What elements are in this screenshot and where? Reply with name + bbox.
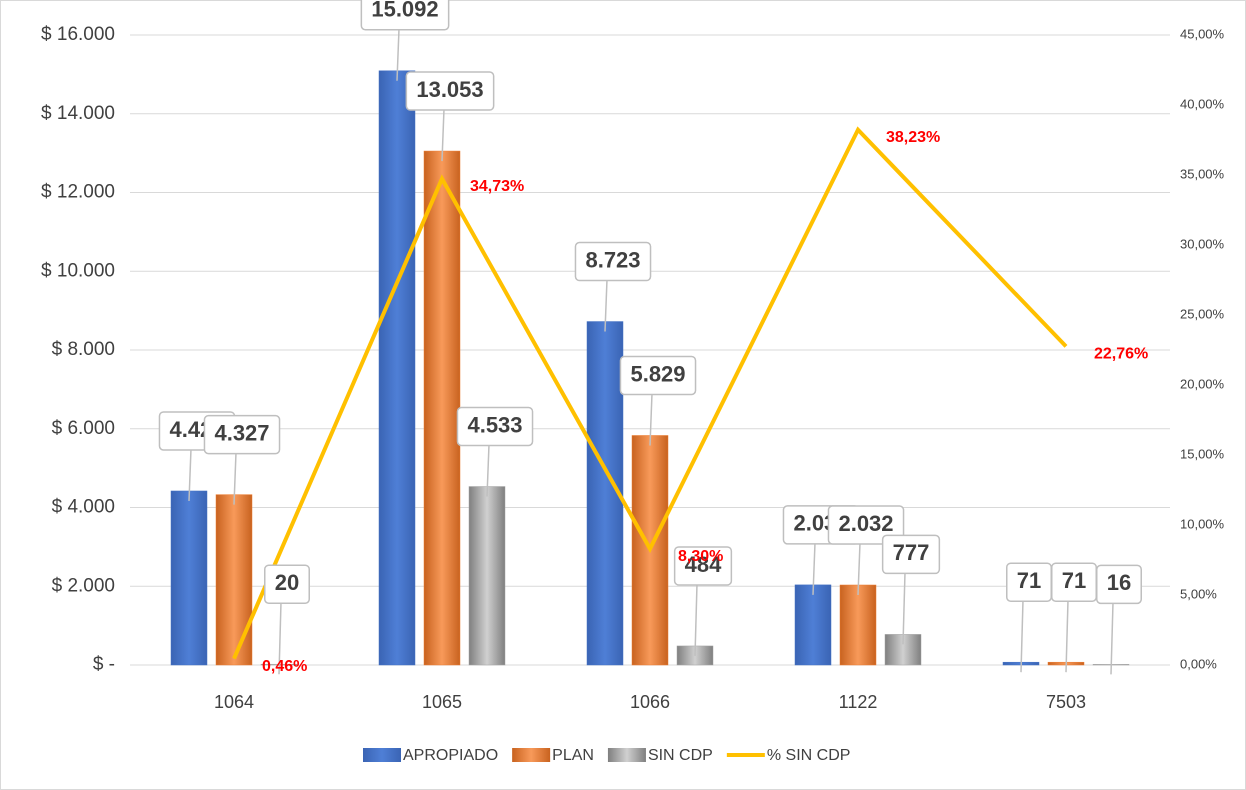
x-tick-label: 1122	[839, 692, 878, 712]
callout-pointer	[278, 602, 282, 675]
callout-box	[574, 241, 652, 282]
callout-pointer	[486, 444, 490, 497]
y2-tick-label: 0,00%	[1180, 656, 1217, 671]
legend-swatch	[512, 748, 551, 762]
callout-box	[881, 534, 941, 575]
bar	[378, 70, 416, 666]
data-label: 4.533	[467, 412, 522, 437]
bar	[170, 490, 208, 666]
bar	[794, 584, 832, 666]
data-label: 16	[1107, 570, 1131, 595]
y2-tick-label: 45,00%	[1180, 26, 1225, 41]
x-tick-label: 7503	[1046, 692, 1086, 712]
data-label: 4.327	[214, 420, 269, 445]
data-label: 484	[685, 552, 722, 577]
data-label: 8,30%	[678, 548, 723, 565]
callout-pointer	[396, 28, 400, 81]
callout-box	[619, 355, 697, 396]
y2-tick-label: 20,00%	[1180, 376, 1225, 391]
y-tick-label: $ 6.000	[52, 418, 115, 439]
y-tick-label: $ 10.000	[41, 260, 115, 281]
legend-label: SIN CDP	[648, 747, 713, 764]
callout-box	[827, 505, 905, 545]
legend-label: APROPIADO	[403, 747, 498, 764]
legend-swatch	[363, 748, 401, 762]
callout-pointer	[694, 583, 698, 656]
line	[232, 126, 1068, 660]
callout-box	[203, 414, 281, 455]
data-label: 13.053	[416, 77, 483, 102]
callout-box	[360, 0, 450, 31]
y2-tick-label: 40,00%	[1180, 96, 1225, 111]
y-tick-label: $ 12.000	[41, 182, 115, 203]
y-tick-label: $ 8.000	[52, 339, 115, 360]
x-tick-label: 1064	[214, 692, 254, 712]
x-tick-label: 1065	[422, 692, 462, 712]
callout-box	[264, 564, 310, 604]
callout-pointer	[649, 393, 653, 446]
legend-label: % SIN CDP	[767, 747, 851, 764]
callout-pointer	[1020, 600, 1024, 673]
callout-pointer	[1110, 602, 1114, 675]
data-label: 777	[893, 540, 930, 565]
callout-box	[456, 406, 534, 447]
y-tick-label: $ 16.000	[41, 24, 115, 45]
data-label: 20	[275, 570, 299, 595]
callout-pointer	[188, 448, 192, 501]
data-label: 22,76%	[1094, 346, 1148, 363]
callout-pointer	[1065, 600, 1069, 673]
callout-pointer	[857, 542, 861, 596]
legend-label: PLAN	[552, 747, 594, 764]
bar	[215, 494, 253, 666]
y-tick-label: $ 2.000	[52, 575, 115, 596]
bar	[423, 150, 461, 666]
y2-tick-label: 10,00%	[1180, 516, 1225, 531]
callout-box	[405, 71, 495, 111]
y-tick-label: $ -	[93, 654, 115, 675]
data-label: 0,46%	[262, 658, 307, 675]
y2-tick-label: 35,00%	[1180, 166, 1225, 181]
data-label: 38,23%	[886, 129, 940, 146]
data-label: 5.829	[630, 361, 685, 386]
legend-swatch	[607, 748, 646, 762]
y-tick-label: $ 4.000	[52, 497, 115, 518]
callout-box	[1096, 564, 1142, 605]
callout-pointer	[902, 572, 906, 645]
bar	[839, 584, 877, 666]
callout-pointer	[604, 279, 608, 332]
data-label: 8.723	[585, 247, 640, 272]
y2-tick-label: 5,00%	[1180, 586, 1217, 601]
data-label: 71	[1062, 568, 1086, 593]
y2-tick-label: 30,00%	[1180, 236, 1225, 251]
data-label: 71	[1017, 568, 1041, 593]
y2-tick-label: 25,00%	[1180, 306, 1225, 321]
callout-pointer	[812, 542, 816, 595]
callout-pointer	[441, 109, 445, 162]
bar	[468, 486, 506, 666]
y-tick-label: $ 14.000	[41, 103, 115, 124]
data-label: 15.092	[371, 0, 438, 22]
x-tick-label: 1066	[630, 692, 670, 712]
callout-box	[673, 546, 733, 586]
y2-tick-label: 15,00%	[1180, 446, 1225, 461]
callout-pointer	[233, 452, 237, 505]
data-label: 34,73%	[470, 178, 524, 195]
data-label: 2.032	[838, 511, 893, 536]
